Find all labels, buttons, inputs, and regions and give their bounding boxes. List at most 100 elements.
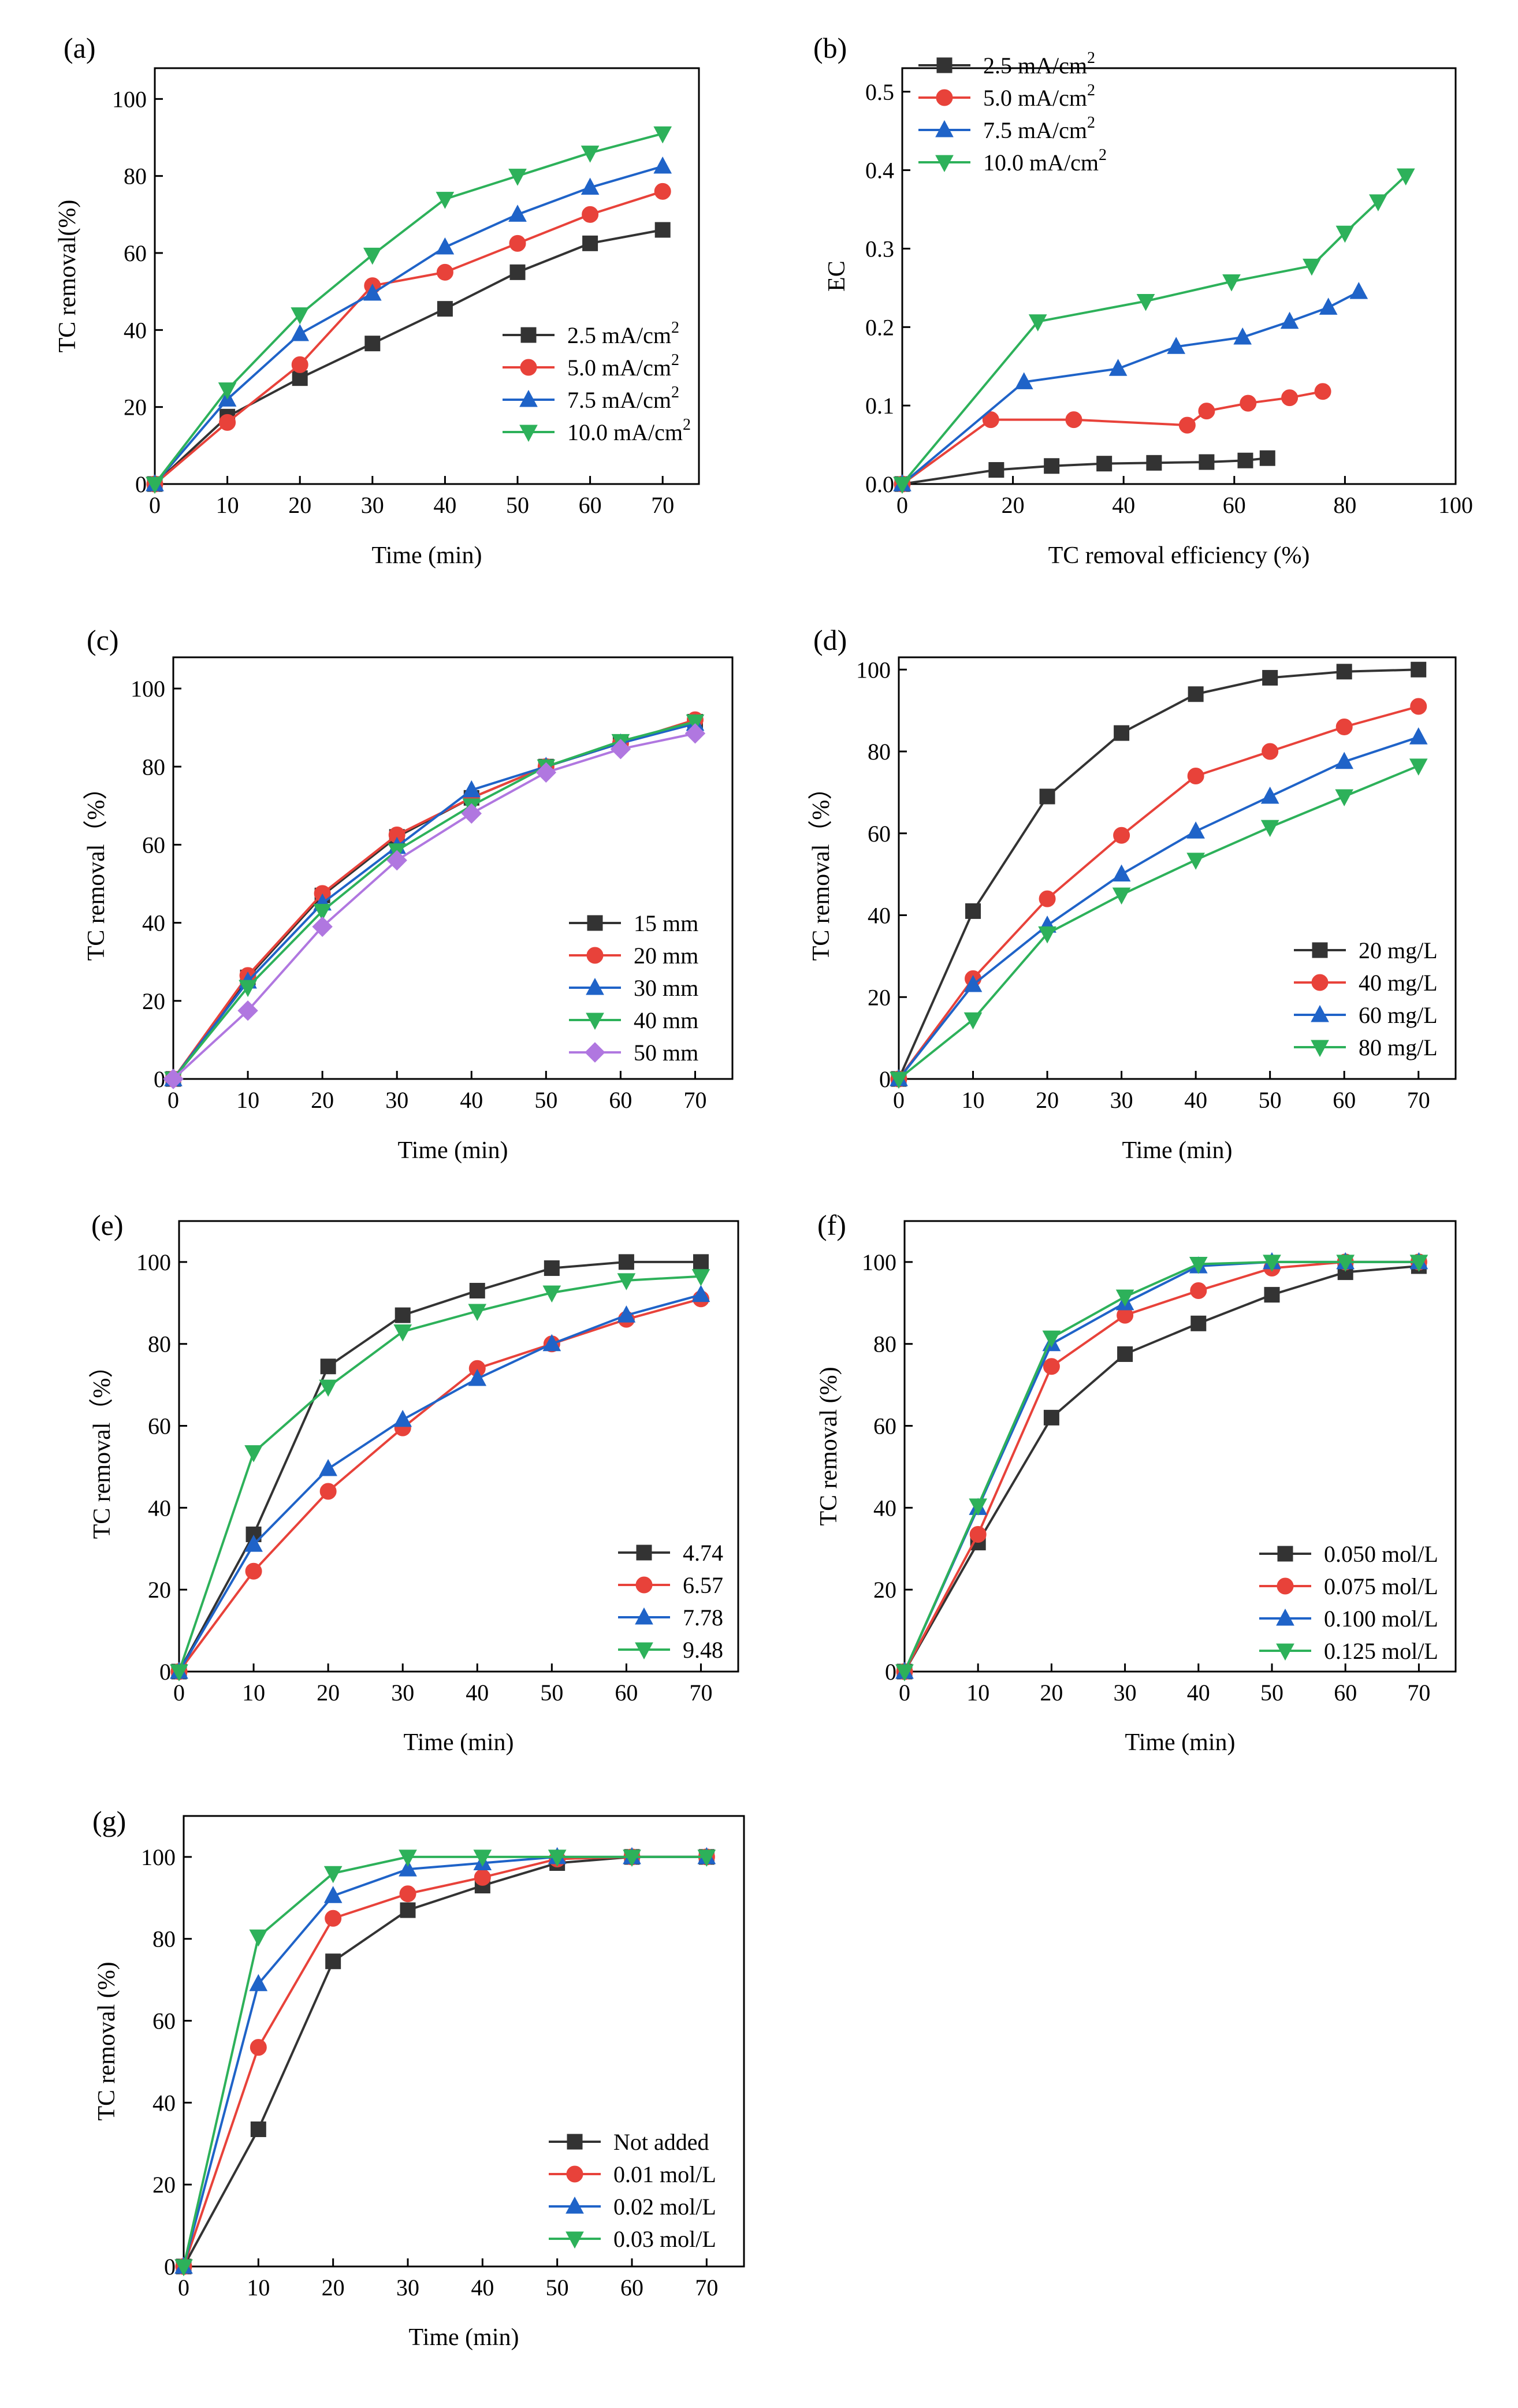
data-point xyxy=(237,1000,258,1021)
data-point xyxy=(618,1254,634,1270)
x-tick-label: 10 xyxy=(216,492,239,518)
legend-label: Not added xyxy=(613,2129,709,2155)
data-point xyxy=(249,1974,268,1992)
data-point xyxy=(462,780,481,798)
x-tick-label: 40 xyxy=(1112,492,1135,518)
legend-marker xyxy=(1276,1643,1294,1661)
series-line-1 xyxy=(903,1265,1419,1672)
legend-marker xyxy=(1311,1004,1329,1022)
legend-marker xyxy=(1277,1546,1293,1562)
x-tick-label: 30 xyxy=(361,492,384,518)
data-point xyxy=(320,1359,336,1375)
data-point xyxy=(654,183,671,200)
y-tick-label: 60 xyxy=(142,832,165,858)
legend-label: 4.74 xyxy=(683,1540,723,1566)
legend-label: 10.0 mA/cm2 xyxy=(983,146,1107,176)
x-axis-label: TC removal efficiency (%) xyxy=(1048,542,1310,569)
legend-label: 7.5 mA/cm2 xyxy=(983,114,1095,143)
legend-superscript: 2 xyxy=(671,384,679,401)
data-point xyxy=(1096,456,1113,472)
data-point xyxy=(1262,743,1279,760)
y-tick-label: 0 xyxy=(885,1659,896,1685)
legend-label: 0.125 mol/L xyxy=(1324,1638,1438,1664)
x-tick-label: 70 xyxy=(695,2275,718,2301)
legend-marker xyxy=(587,915,603,931)
series-line-5 xyxy=(172,732,695,1080)
x-axis-label: Time (min) xyxy=(404,1729,514,1756)
data-point xyxy=(582,206,599,223)
legend-marker xyxy=(1277,1577,1294,1595)
y-tick-label: 0 xyxy=(164,2254,176,2280)
data-point xyxy=(1039,788,1055,805)
data-point xyxy=(386,850,407,871)
data-point xyxy=(1014,372,1033,389)
legend-label: 80 mg/L xyxy=(1359,1034,1438,1060)
plot-frame xyxy=(172,656,734,1080)
legend-marker xyxy=(567,2134,583,2150)
y-tick-label: 60 xyxy=(152,2008,176,2034)
legend-superscript: 2 xyxy=(1087,114,1095,132)
data-point xyxy=(1396,168,1415,186)
y-tick-label: 40 xyxy=(148,1495,171,1521)
y-tick-label: 60 xyxy=(873,1413,896,1439)
y-tick-label: 40 xyxy=(142,910,165,936)
data-point xyxy=(399,1885,416,1903)
data-point xyxy=(1190,1315,1207,1331)
data-point xyxy=(218,382,237,400)
x-tick-label: 100 xyxy=(1438,492,1473,518)
legend-label: 0.01 mol/L xyxy=(613,2161,716,2187)
data-point xyxy=(1335,751,1354,769)
x-tick-label: 50 xyxy=(506,492,529,518)
data-point xyxy=(249,1929,268,1947)
legend-marker xyxy=(1312,942,1328,958)
data-point xyxy=(1190,1282,1207,1300)
x-tick-label: 40 xyxy=(1187,1680,1210,1706)
legend-label: 7.5 mA/cm2 xyxy=(567,384,679,413)
x-tick-label: 70 xyxy=(651,492,674,518)
plot-frame xyxy=(154,67,700,485)
series-line-2 xyxy=(898,705,1419,1080)
legend-marker xyxy=(636,1544,652,1561)
x-tick-label: 30 xyxy=(396,2275,419,2301)
x-tick-label: 0 xyxy=(893,1087,905,1113)
x-tick-label: 0 xyxy=(168,1087,179,1113)
data-point xyxy=(399,1859,417,1877)
x-tick-label: 20 xyxy=(317,1680,340,1706)
data-point xyxy=(1369,194,1387,212)
data-point xyxy=(623,1849,641,1867)
x-tick-label: 10 xyxy=(236,1087,259,1113)
data-point xyxy=(1314,383,1331,400)
data-point xyxy=(245,1562,262,1580)
y-axis-label: TC removal（%） xyxy=(808,776,835,961)
x-axis-label: Time (min) xyxy=(1122,1137,1233,1164)
data-point xyxy=(468,1368,487,1386)
y-tick-label: 20 xyxy=(152,2172,176,2198)
x-tick-label: 10 xyxy=(242,1680,265,1706)
legend-label: 0.050 mol/L xyxy=(1324,1541,1438,1567)
y-tick-label: 0.0 xyxy=(865,471,894,497)
data-point xyxy=(1186,853,1205,870)
x-tick-label: 60 xyxy=(1334,1680,1357,1706)
data-point xyxy=(969,1525,987,1543)
data-point xyxy=(1044,458,1060,474)
data-point xyxy=(364,336,381,352)
x-tick-label: 0 xyxy=(899,1680,910,1706)
data-point xyxy=(508,169,527,186)
x-tick-label: 60 xyxy=(1333,1087,1356,1113)
data-point xyxy=(969,1498,988,1516)
panel-label: (a) xyxy=(64,32,96,64)
data-point xyxy=(291,356,308,373)
y-axis-label: EC xyxy=(824,260,850,292)
data-point xyxy=(509,264,526,280)
legend-superscript: 2 xyxy=(671,319,679,337)
x-tick-label: 20 xyxy=(322,2275,345,2301)
panel-label: (b) xyxy=(813,32,847,64)
chart-panel-3: 0 10 20 30 40 50 60 70 0 20 40 60 80 100 Time (min) TC … xyxy=(83,624,734,1164)
legend-label: 0.02 mol/L xyxy=(613,2194,716,2220)
y-tick-label: 80 xyxy=(124,163,147,189)
y-tick-label: 40 xyxy=(873,1495,896,1521)
data-point xyxy=(469,1283,485,1299)
data-point xyxy=(1189,1256,1208,1274)
legend-label: 7.78 xyxy=(683,1605,723,1631)
y-tick-label: 80 xyxy=(873,1331,896,1357)
